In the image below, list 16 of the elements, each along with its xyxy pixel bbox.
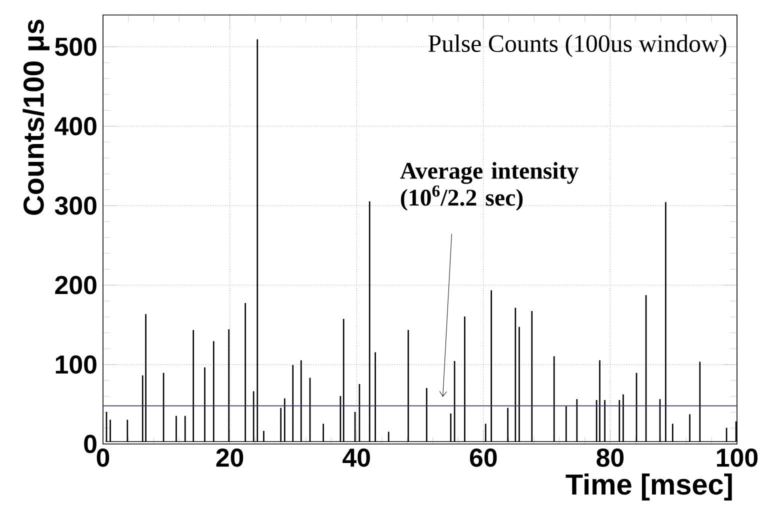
y-tick-label: 200 [55,276,96,294]
y-tick-label: 0 [84,434,96,454]
x-tick-label: 0 [96,448,110,467]
y-axis-title: Counts/100 μs [22,20,50,215]
x-tick-label: 40 [342,448,370,467]
y-tick-label: 300 [54,196,96,215]
x-tick-label: 80 [596,448,624,467]
x-tick-label: 100 [717,448,758,467]
x-tick-label: 20 [216,448,244,467]
y-tick-label: 400 [54,117,96,136]
x-axis-title: Time [msec] [566,474,732,500]
annotation: Average intensity (10$^{6}$/2.2 sec) [400,162,579,211]
y-tick-label: 500 [55,38,96,56]
x-tick-label: 60 [470,448,497,467]
text: Pulse Counts (100us window) [428,34,726,58]
y-tick-label: 100 [56,355,96,374]
